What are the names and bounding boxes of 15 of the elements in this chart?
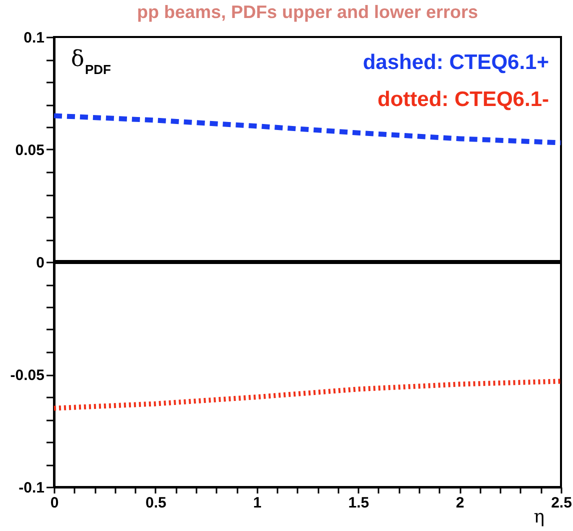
text: dotted: CTEQ6.1- bbox=[378, 88, 550, 111]
y-tick-label: 0.05 bbox=[15, 142, 44, 159]
x-axis-title: η bbox=[534, 506, 544, 528]
x-tick-label: 2.5 bbox=[551, 494, 572, 512]
y-tick-label: -0.1 bbox=[18, 480, 44, 496]
y-tick-label: 0.1 bbox=[24, 30, 44, 46]
y-tick-label: -0.05 bbox=[10, 367, 44, 384]
x-tick-label: 2 bbox=[456, 494, 464, 512]
x-tick-label: 0 bbox=[50, 494, 59, 512]
y-tick-label: 0 bbox=[36, 254, 44, 272]
x-tick-label: 1 bbox=[253, 494, 262, 512]
x-tick-label: 1.5 bbox=[348, 494, 370, 512]
chart-title: pp beams, PDFs upper and lower errors bbox=[136, 2, 478, 22]
x-tick-label: 0.5 bbox=[145, 494, 166, 512]
text: dashed: CTEQ6.1+ bbox=[362, 51, 549, 74]
